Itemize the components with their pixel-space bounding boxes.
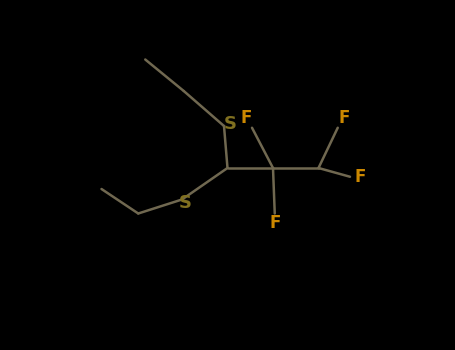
Text: S: S: [179, 194, 192, 212]
Text: S: S: [224, 115, 237, 133]
Text: F: F: [269, 214, 280, 232]
Text: F: F: [339, 109, 350, 127]
Text: F: F: [240, 109, 251, 127]
Text: F: F: [354, 168, 365, 186]
